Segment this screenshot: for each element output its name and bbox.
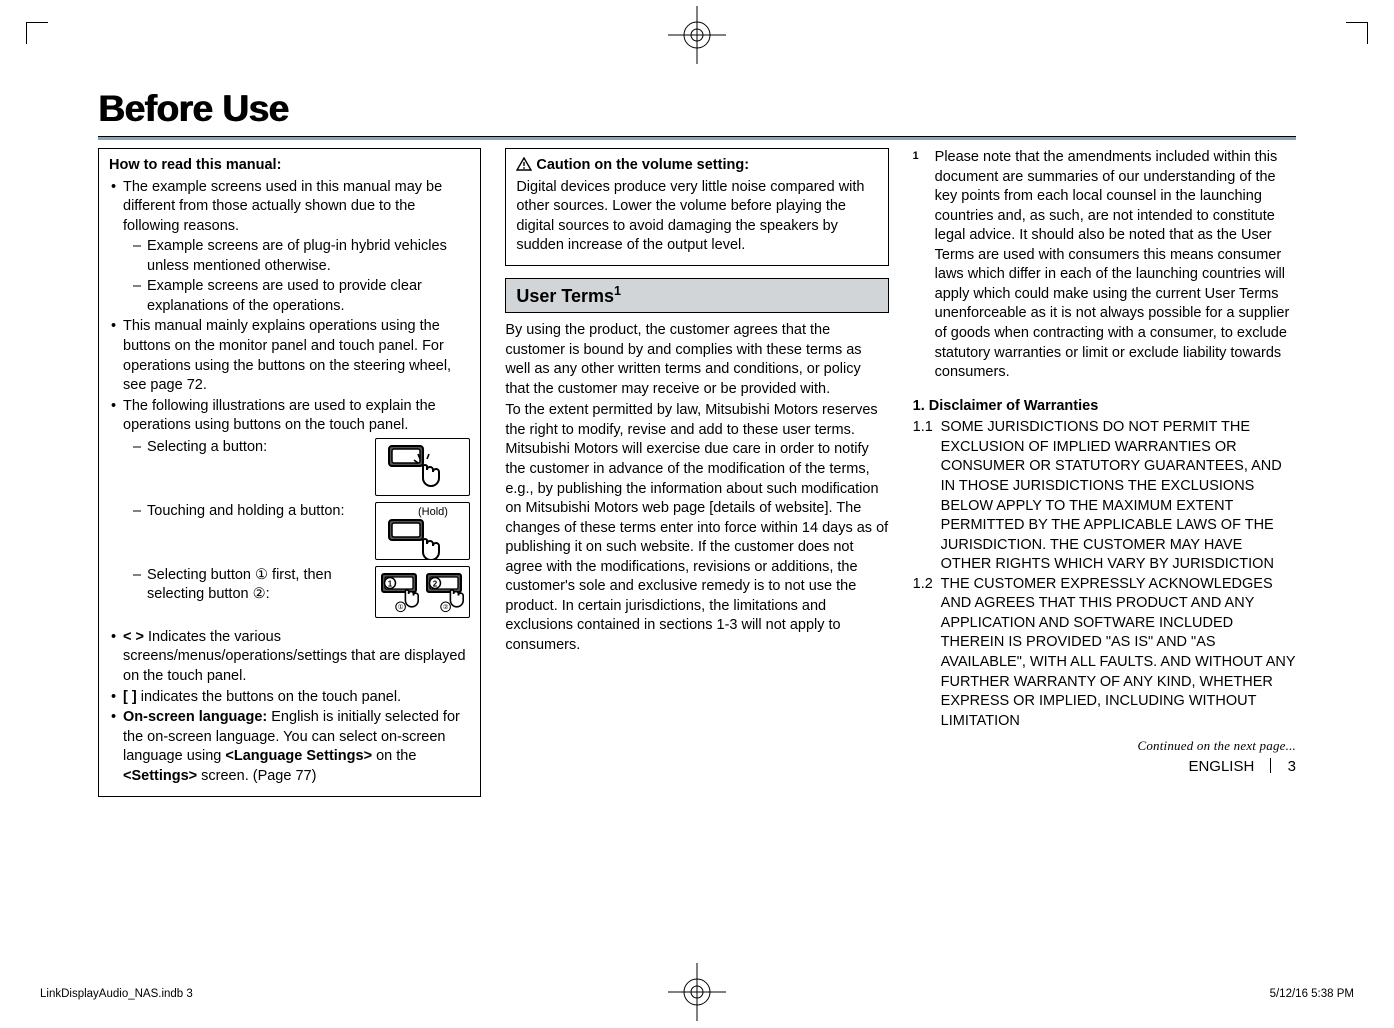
pic-frame xyxy=(375,502,470,560)
howto-box: How to read this manual: The example scr… xyxy=(98,148,481,797)
column-right: 1 Please note that the amendments includ… xyxy=(913,148,1296,809)
page-title: Before Use xyxy=(98,84,1296,134)
clause-text: THE CUSTOMER EXPRESSLY ACKNOWLEDGES AND … xyxy=(941,575,1296,732)
howto-item-text: indicates the buttons on the touch panel… xyxy=(137,689,401,705)
columns-container: How to read this manual: The example scr… xyxy=(98,148,1296,809)
howto-item-text: The example screens used in this manual … xyxy=(123,179,442,234)
howto-item: < > Indicates the various screens/menus/… xyxy=(109,628,470,687)
registration-mark-bottom xyxy=(668,963,726,1021)
warning-icon xyxy=(516,157,532,178)
howto-item: The following illustrations are used to … xyxy=(109,397,470,618)
page-footer-right: ENGLISH 3 xyxy=(913,757,1296,777)
howto-item: On-screen language: English is initially… xyxy=(109,708,470,786)
settings-label: <Settings> xyxy=(123,768,197,784)
pic-frame xyxy=(375,566,470,618)
user-terms-p2: To the extent permitted by law, Mitsubis… xyxy=(505,401,888,655)
howto-item: The example screens used in this manual … xyxy=(109,178,470,317)
continued-label: Continued on the next page... xyxy=(913,737,1296,755)
illus-label: Selecting a button: xyxy=(123,438,375,458)
howto-item-text: screen. (Page 77) xyxy=(197,768,316,784)
footnote-text: Please note that the amendments included… xyxy=(935,148,1296,383)
howto-list: The example screens used in this manual … xyxy=(109,178,470,618)
print-footer-right: 5/12/16 5:38 PM xyxy=(1270,987,1354,1003)
clause-1-2: 1.2 THE CUSTOMER EXPRESSLY ACKNOWLEDGES … xyxy=(913,575,1296,732)
illus-label: Touching and holding a button: xyxy=(123,502,375,522)
page-content: Before Use How to read this manual: The … xyxy=(98,84,1296,809)
column-left: How to read this manual: The example scr… xyxy=(98,148,481,809)
angle-brackets-label: < > xyxy=(123,629,144,645)
howto-item: This manual mainly explains operations u… xyxy=(109,317,470,395)
clause-text: SOME JURISDICTIONS DO NOT PERMIT THE EXC… xyxy=(941,418,1296,575)
clause-1-1: 1.1 SOME JURISDICTIONS DO NOT PERMIT THE… xyxy=(913,418,1296,575)
illustration-row-select: Selecting a button: xyxy=(123,438,470,496)
language-label: ENGLISH xyxy=(1188,758,1254,775)
sequence-icon: 1 2 ① xyxy=(375,566,470,618)
illustration-row-hold: Touching and holding a button: (Hold) xyxy=(123,502,470,560)
title-underline xyxy=(98,136,1296,140)
howto-item-text: Indicates the various screens/menus/oper… xyxy=(123,629,466,684)
hold-icon: (Hold) xyxy=(375,502,470,560)
howto-heading: How to read this manual: xyxy=(109,156,470,176)
disclaimer-heading: 1. Disclaimer of Warranties xyxy=(913,397,1296,417)
crop-mark-top-left xyxy=(26,22,48,44)
clause-number: 1.1 xyxy=(913,418,941,575)
caution-body: Digital devices produce very little nois… xyxy=(516,178,877,256)
registration-mark-top xyxy=(668,6,726,64)
divider-icon xyxy=(1270,758,1271,773)
print-footer-left: LinkDisplayAudio_NAS.indb 3 xyxy=(40,987,193,1003)
clause-number: 1.2 xyxy=(913,575,941,732)
square-brackets-label: [ ] xyxy=(123,689,137,705)
pic-frame xyxy=(375,438,470,496)
howto-item-text: on the xyxy=(372,748,416,764)
page-number: 3 xyxy=(1288,758,1296,775)
howto-item: [ ] indicates the buttons on the touch p… xyxy=(109,688,470,708)
footnote-marker: 1 xyxy=(913,148,935,383)
caution-box: Caution on the volume setting: Digital d… xyxy=(505,148,888,266)
onscreen-language-label: On-screen language: xyxy=(123,709,267,725)
howto-subitem: Example screens are used to provide clea… xyxy=(123,277,470,316)
howto-subitem: Example screens are of plug-in hybrid ve… xyxy=(123,237,470,276)
user-terms-p1: By using the product, the customer agree… xyxy=(505,321,888,399)
howto-sublist: Example screens are of plug-in hybrid ve… xyxy=(123,237,470,316)
language-settings-label: <Language Settings> xyxy=(225,748,372,764)
caution-heading: Caution on the volume setting: xyxy=(536,157,749,173)
crop-mark-top-right xyxy=(1346,22,1368,44)
howto-list-2: < > Indicates the various screens/menus/… xyxy=(109,628,470,787)
illus-label: Selecting button ① first, then selecting… xyxy=(123,566,375,605)
user-terms-heading: User Terms1 xyxy=(505,278,888,313)
footnote: 1 Please note that the amendments includ… xyxy=(913,148,1296,383)
column-middle: Caution on the volume setting: Digital d… xyxy=(505,148,888,809)
tap-icon xyxy=(375,438,470,496)
illustration-row-sequence: Selecting button ① first, then selecting… xyxy=(123,566,470,618)
howto-item-text: The following illustrations are used to … xyxy=(123,398,436,434)
